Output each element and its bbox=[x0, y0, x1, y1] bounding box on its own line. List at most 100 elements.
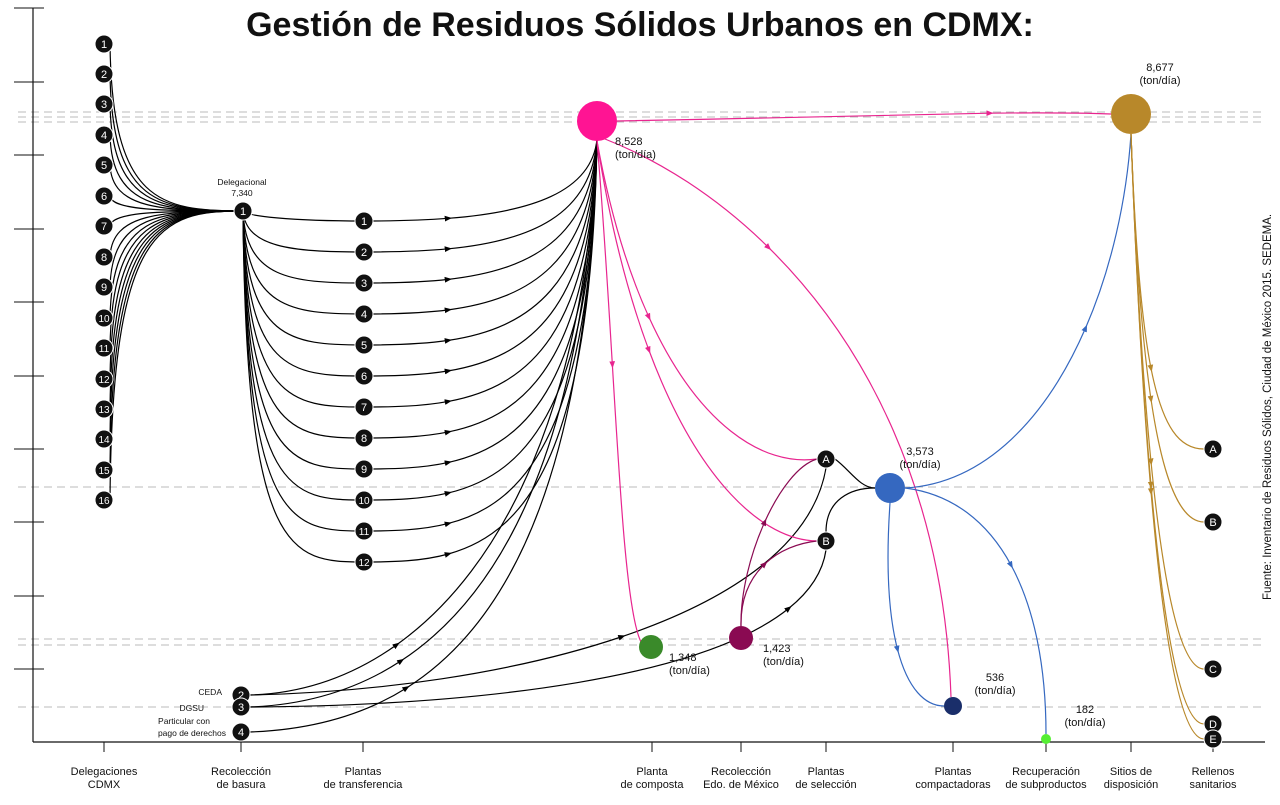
delegacion-node-10: 10 bbox=[94, 308, 114, 328]
link-delegacion-16 bbox=[109, 210, 244, 501]
delegacion-node-6-label: 6 bbox=[101, 191, 107, 203]
delegacion-node-14: 14 bbox=[94, 429, 114, 449]
seleccion-node-b-circle bbox=[816, 531, 836, 551]
link-main-seleccion-b bbox=[596, 140, 818, 542]
relleno-node-c-label: C bbox=[1209, 664, 1217, 676]
recoleccion-label-1: Delegacional bbox=[217, 177, 266, 187]
link-seleccion-subproductos bbox=[904, 487, 1047, 735]
link-ceda-main bbox=[249, 138, 598, 696]
hub-value-compactadoras: 536 bbox=[986, 672, 1004, 684]
column-label-disposicion: Sitios de bbox=[1110, 766, 1152, 778]
link-recoleccion-transferencia-1 bbox=[242, 210, 365, 222]
transferencia-node-4: 4 bbox=[354, 304, 374, 324]
delegacion-node-16: 16 bbox=[94, 490, 114, 510]
hub-main bbox=[577, 101, 617, 141]
transferencia-node-3-label: 3 bbox=[361, 278, 367, 290]
delegacion-node-2: 2 bbox=[94, 64, 114, 84]
delegacion-node-9-circle bbox=[94, 277, 114, 297]
link-transferencia-main-12 bbox=[363, 138, 598, 563]
flow-nodes: 123456789101112131415161123456789101112A… bbox=[94, 34, 1223, 749]
transferencia-node-1-label: 1 bbox=[361, 216, 367, 228]
transferencia-node-8: 8 bbox=[354, 428, 374, 448]
hub-unit-seleccion: (ton/día) bbox=[900, 459, 941, 471]
delegacion-node-9-label: 9 bbox=[101, 282, 107, 294]
recoleccion-node-3: 3 bbox=[231, 697, 251, 717]
seleccion-node-a-label: A bbox=[822, 454, 830, 466]
hub-value-edomex: 1,423 bbox=[763, 643, 791, 655]
link-main-seleccion-a bbox=[596, 140, 818, 461]
link-main-compactadoras bbox=[604, 138, 952, 698]
delegacion-node-12: 12 bbox=[94, 369, 114, 389]
link-recoleccion-transferencia-12 bbox=[242, 210, 365, 563]
transferencia-node-2-circle bbox=[354, 242, 374, 262]
link-recoleccion-transferencia-7 bbox=[242, 210, 365, 408]
column-label-rellenos: Rellenos bbox=[1192, 766, 1235, 778]
relleno-node-c: C bbox=[1203, 659, 1223, 679]
transferencia-node-7: 7 bbox=[354, 397, 374, 417]
delegacion-node-15-label: 15 bbox=[98, 466, 110, 477]
link-transferencia-main-11 bbox=[363, 138, 598, 532]
link-delegacion-14 bbox=[109, 210, 244, 440]
delegacion-node-11-label: 11 bbox=[99, 344, 110, 355]
link-recoleccion-transferencia-5 bbox=[242, 210, 365, 346]
link-dgsu-seleccion-b bbox=[249, 549, 827, 708]
transferencia-node-9-circle bbox=[354, 459, 374, 479]
link-recoleccion-transferencia-8 bbox=[242, 210, 365, 439]
delegacion-node-10-circle bbox=[94, 308, 114, 328]
column-sublabel-subproductos: de subproductos bbox=[1005, 779, 1087, 791]
seleccion-node-a-circle bbox=[816, 449, 836, 469]
link-main-disposicion bbox=[616, 110, 1112, 122]
transferencia-node-5-label: 5 bbox=[361, 340, 367, 352]
transferencia-node-12-label: 12 bbox=[358, 558, 370, 569]
column-sublabel-seleccion: de selección bbox=[795, 779, 856, 791]
transferencia-node-1: 1 bbox=[354, 211, 374, 231]
link-transferencia-main-7 bbox=[363, 138, 598, 408]
delegacion-node-11: 11 bbox=[94, 338, 114, 358]
transferencia-node-6-circle bbox=[354, 366, 374, 386]
transferencia-node-4-label: 4 bbox=[361, 309, 367, 321]
delegacion-node-13: 13 bbox=[94, 399, 114, 419]
link-delegacion-12 bbox=[109, 210, 244, 380]
seleccion-node-a: A bbox=[816, 449, 836, 469]
column-label-compactadoras: Plantas bbox=[935, 766, 972, 778]
delegacion-node-1: 1 bbox=[94, 34, 114, 54]
delegacion-node-7-label: 7 bbox=[101, 221, 107, 233]
delegacion-node-2-circle bbox=[94, 64, 114, 84]
hub-value-composta: 1,348 bbox=[669, 652, 697, 664]
hub-value-subproductos: 182 bbox=[1076, 704, 1094, 716]
delegacion-node-13-label: 13 bbox=[98, 405, 110, 416]
recoleccion-value-1: 7,340 bbox=[231, 188, 253, 198]
recoleccion-label-2: CEDA bbox=[198, 687, 222, 697]
relleno-node-b-circle bbox=[1203, 512, 1223, 532]
transferencia-node-6-label: 6 bbox=[361, 371, 367, 383]
link-transferencia-main-6 bbox=[363, 138, 598, 377]
recoleccion-node-3-label: 3 bbox=[238, 702, 244, 714]
transferencia-node-9: 9 bbox=[354, 459, 374, 479]
delegacion-node-1-circle bbox=[94, 34, 114, 54]
delegacion-node-15-circle bbox=[94, 460, 114, 480]
link-recoleccion-transferencia-9 bbox=[242, 210, 365, 470]
transferencia-node-2: 2 bbox=[354, 242, 374, 262]
transferencia-node-10-label: 10 bbox=[358, 496, 370, 507]
link-recoleccion-transferencia-3 bbox=[242, 210, 365, 284]
link-seleccion-disposicion bbox=[904, 133, 1132, 489]
column-label-transferencia: Plantas bbox=[345, 766, 382, 778]
delegacion-node-12-circle bbox=[94, 369, 114, 389]
relleno-node-d: D bbox=[1203, 714, 1223, 734]
column-label-edomex: Recolección bbox=[711, 766, 771, 778]
recoleccion-node-4: 4 bbox=[231, 722, 251, 742]
link-transferencia-main-5 bbox=[363, 138, 598, 346]
column-sublabel-transferencia: de transferencia bbox=[324, 779, 404, 791]
link-seleccion-b-hub bbox=[825, 487, 876, 533]
transferencia-node-2-label: 2 bbox=[361, 247, 367, 259]
hub-unit-edomex: (ton/día) bbox=[763, 656, 804, 668]
link-ceda-seleccion-a bbox=[249, 467, 827, 696]
source-note: Fuente: Inventario de Residuos Sólidos, … bbox=[1262, 213, 1274, 600]
axis bbox=[14, 7, 1265, 752]
link-recoleccion-transferencia-10 bbox=[242, 210, 365, 501]
relleno-node-e-circle bbox=[1203, 729, 1223, 749]
hub-unit-composta: (ton/día) bbox=[669, 665, 710, 677]
delegacion-node-12-label: 12 bbox=[98, 375, 110, 386]
link-transferencia-main-10 bbox=[363, 138, 598, 501]
